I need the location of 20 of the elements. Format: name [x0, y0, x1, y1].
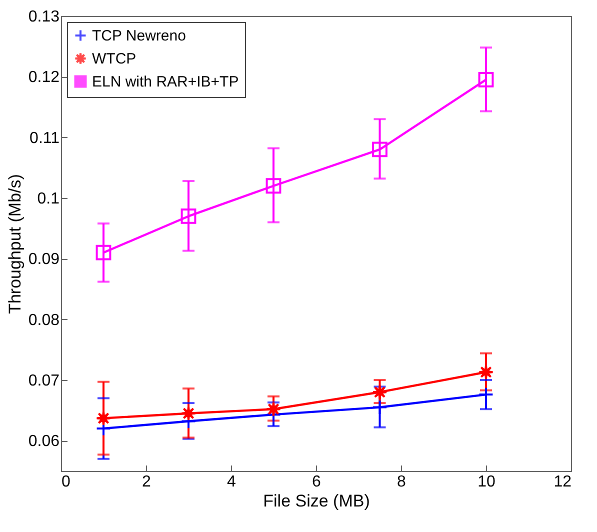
x-tick-label: 12 [554, 474, 572, 490]
y-tick-label: 0.09 [28, 251, 60, 268]
x-tick-label: 0 [62, 474, 70, 490]
y-tick-label: 0.1 [37, 190, 60, 208]
x-tick-label: 6 [312, 474, 322, 490]
y-tick-label: 0.08 [28, 312, 60, 329]
legend-label: TCP Newreno [92, 28, 186, 44]
y-tick-label: 0.07 [28, 372, 60, 390]
x-tick-label: 2 [142, 474, 152, 490]
y-tick-label: 0.11 [30, 130, 60, 147]
y-tick-label: 0.12 [28, 69, 60, 86]
y-tick-label: 0.13 [28, 8, 60, 26]
legend-label: ELN with RAR+IB+TP [92, 74, 239, 90]
x-axis-title: File Size (MB) [263, 492, 370, 510]
x-tick-label: 4 [227, 474, 236, 490]
x-tick-label: 10 [478, 474, 496, 490]
y-tick-label: 0.06 [28, 433, 60, 450]
legend-label: WTCP [92, 50, 136, 68]
y-axis-title: Throughput (Mb/s) [5, 174, 24, 314]
x-tick-label: 8 [397, 474, 406, 490]
